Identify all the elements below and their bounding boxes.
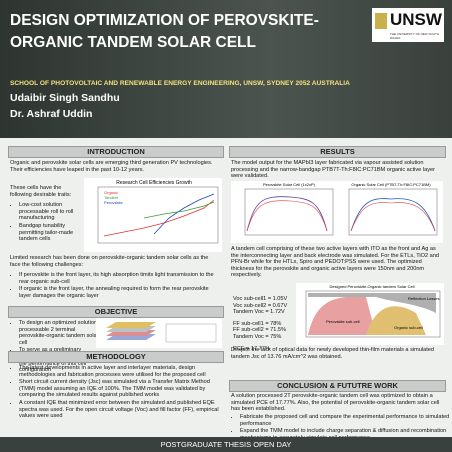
plot-frame — [97, 186, 219, 244]
list: If perovskite is the front layer, its hi… — [10, 272, 219, 300]
stats: Voc sub-cell1 = 1.05V Voc sub-cell2 = 0.… — [233, 296, 295, 352]
curve — [246, 200, 328, 232]
figure-title: Organic Solar Cell (PTB7-Th:F8IC:PC71BM) — [351, 182, 431, 187]
figure-bg — [84, 178, 222, 252]
bullet: To design an optimized solution processa… — [19, 320, 101, 346]
figure-label: Organic sub-cell — [394, 325, 423, 330]
figure-label: Reflection Losses — [408, 296, 440, 301]
bullet: Low-cost solution processable roll to ro… — [19, 202, 82, 222]
paragraph: A tandem cell comprising of these two ac… — [231, 246, 440, 279]
validation-figures: Perovskite Solar Cell (1x2xP) Organic So… — [231, 181, 443, 243]
legend-entry: Perovskite — [104, 200, 123, 205]
plot-frame — [244, 188, 334, 236]
bullet: If perovskite is the front layer, its hi… — [19, 272, 219, 285]
curve — [153, 193, 215, 235]
figure-label: Perovskite sub-cell — [326, 319, 360, 324]
author: Dr. Ashraf Uddin — [10, 108, 93, 120]
curve — [143, 201, 215, 219]
stat: Tandem Voc = 75% — [233, 333, 282, 340]
bullet: Bandgap tunability permitting tailor-mad… — [19, 223, 82, 243]
layer — [106, 322, 156, 328]
section-heading: METHODOLOGY — [8, 351, 224, 363]
stat: PCE = 17.77% — [233, 345, 270, 352]
logo-box: UNSW THE UNIVERSITY OF NEW SOUTH WALES — [372, 8, 444, 42]
paragraph: These cells have the following desirable… — [10, 185, 72, 198]
paragraph: Limited research has been done on perovs… — [10, 255, 209, 268]
efficiency-figure: Research Cell Efficiencies Growth Organi… — [84, 178, 222, 252]
figure-title: Perovskite Solar Cell (1x2xP) — [263, 182, 316, 187]
stat: Voc sub-cell1 = 1.05V — [233, 296, 288, 302]
bullet: If organic is the front layer, the annea… — [19, 286, 219, 299]
stat: FF sub-cell1 = 78% — [233, 320, 282, 327]
paragraph: Despite the lack of optical data for new… — [231, 347, 435, 360]
school: SCHOOL OF PHOTOVOLTAIC AND RENEWABLE ENE… — [10, 80, 350, 87]
list: The latest developments in active layer … — [10, 365, 227, 421]
bullet: The latest developments in active layer … — [19, 365, 227, 378]
annotation-box — [165, 323, 217, 343]
stat: Voc sub-cell2 = 0.67V — [233, 302, 288, 309]
section-heading: OBJECTIVE — [8, 306, 224, 318]
traits: These cells have the following desirable… — [10, 185, 82, 244]
paragraph: A solution processed 2T perovskite-organ… — [231, 393, 440, 413]
figure-title: Designed Perovskite-Organic tandem Solar… — [330, 284, 415, 289]
curve — [350, 198, 436, 232]
legend-entry: Organic — [104, 190, 118, 195]
plot-frame — [305, 290, 441, 338]
area — [308, 293, 436, 313]
author: Udaibir Singh Sandhu — [10, 92, 120, 104]
bullet: A constant IQE that minimized error betw… — [19, 400, 227, 420]
curve — [350, 202, 436, 232]
tandem-figure: Designed Perovskite-Organic tandem Solar… — [296, 283, 444, 345]
stat: FF sub-cell2 = 71.5% — [233, 327, 287, 334]
footer: POSTGRADUATE THESIS OPEN DAY — [0, 437, 452, 452]
stat: Tandem Voc = 1.72V — [233, 309, 285, 316]
figure-title: Research Cell Efficiencies Growth — [116, 180, 192, 186]
logo-crest — [375, 13, 387, 29]
area — [308, 296, 376, 335]
plot-frame — [348, 188, 438, 236]
logo-sub: THE UNIVERSITY OF NEW SOUTH WALES — [390, 32, 439, 40]
legend-entry: Tandem — [104, 195, 119, 200]
area — [366, 306, 426, 335]
section-heading: INTRODUCTION — [8, 146, 224, 158]
device-diagram — [96, 318, 222, 348]
figure-bg — [231, 181, 443, 243]
logo-text: UNSW — [390, 10, 442, 29]
bullet: Short circuit current density (Jsc) was … — [19, 379, 227, 399]
bullet: Fabricate the proposed cell and compare … — [240, 414, 450, 427]
paragraph: The model output for the MAPbI3 layer fa… — [231, 160, 435, 180]
curve — [246, 196, 328, 232]
title: DESIGN OPTIMIZATION OF PEROVSKITE-ORGANI… — [10, 12, 319, 51]
section-heading: RESULTS — [229, 146, 446, 158]
section-heading: CONCLUSION & FUTUTRE WORK — [229, 380, 446, 392]
paragraph: Organic and perovskite solar cells are e… — [10, 160, 213, 173]
